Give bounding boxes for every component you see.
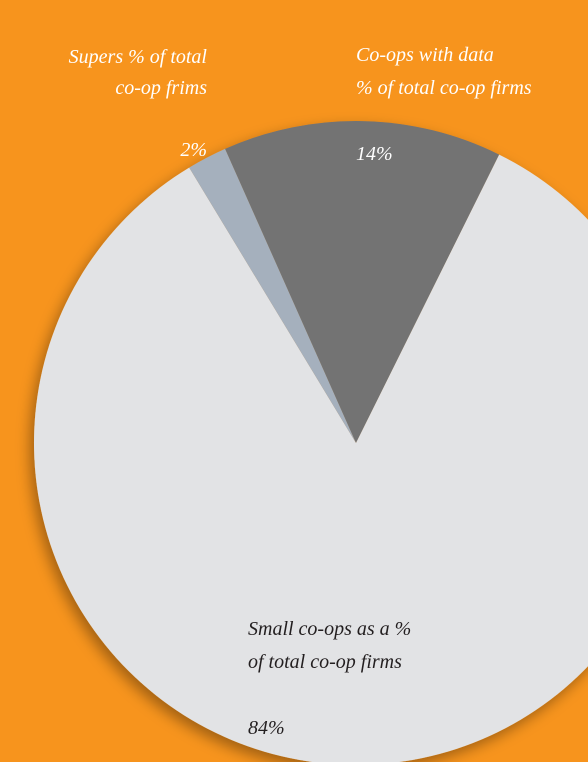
- slice-label: Co-ops with data % of total co-op firms …: [356, 6, 532, 204]
- pie: [34, 121, 588, 762]
- slice-label: Small co-ops as a % of total co-op firms…: [248, 580, 411, 778]
- slice-name: Co-ops with data % of total co-op firms: [356, 44, 532, 99]
- pie-slice: [225, 121, 500, 444]
- slice-name: Supers % of total co-op frims: [68, 46, 207, 99]
- slice-value: 14%: [356, 143, 393, 165]
- chart: [0, 0, 588, 762]
- pie-slice: [189, 148, 356, 443]
- page: Co-ops with data % of total co-op firms …: [0, 0, 588, 762]
- slice-value: 2%: [180, 139, 207, 161]
- pie-slice: [34, 154, 588, 762]
- slice-value: 84%: [248, 717, 285, 739]
- slice-name: Small co-ops as a % of total co-op firms: [248, 618, 412, 673]
- slice-label: Supers % of total co-op frims 2%: [69, 11, 207, 197]
